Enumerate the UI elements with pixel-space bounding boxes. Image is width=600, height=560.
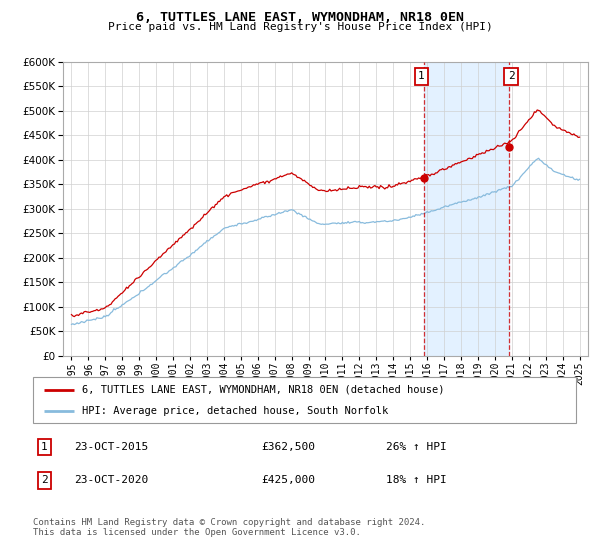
Text: 1: 1 <box>41 442 48 452</box>
Text: 2: 2 <box>508 71 514 81</box>
Text: 26% ↑ HPI: 26% ↑ HPI <box>386 442 446 452</box>
Bar <box>424 62 509 356</box>
Text: Contains HM Land Registry data © Crown copyright and database right 2024.
This d: Contains HM Land Registry data © Crown c… <box>33 518 425 538</box>
Text: 23-OCT-2015: 23-OCT-2015 <box>74 442 148 452</box>
Text: Price paid vs. HM Land Registry's House Price Index (HPI): Price paid vs. HM Land Registry's House … <box>107 22 493 32</box>
Text: 18% ↑ HPI: 18% ↑ HPI <box>386 475 446 486</box>
Text: 6, TUTTLES LANE EAST, WYMONDHAM, NR18 0EN: 6, TUTTLES LANE EAST, WYMONDHAM, NR18 0E… <box>136 11 464 24</box>
Text: 1: 1 <box>418 71 425 81</box>
FancyBboxPatch shape <box>33 377 576 423</box>
Text: 6, TUTTLES LANE EAST, WYMONDHAM, NR18 0EN (detached house): 6, TUTTLES LANE EAST, WYMONDHAM, NR18 0E… <box>82 385 445 395</box>
Text: £362,500: £362,500 <box>261 442 315 452</box>
Text: HPI: Average price, detached house, South Norfolk: HPI: Average price, detached house, Sout… <box>82 407 388 416</box>
Text: 23-OCT-2020: 23-OCT-2020 <box>74 475 148 486</box>
Text: £425,000: £425,000 <box>261 475 315 486</box>
Text: 2: 2 <box>41 475 48 486</box>
